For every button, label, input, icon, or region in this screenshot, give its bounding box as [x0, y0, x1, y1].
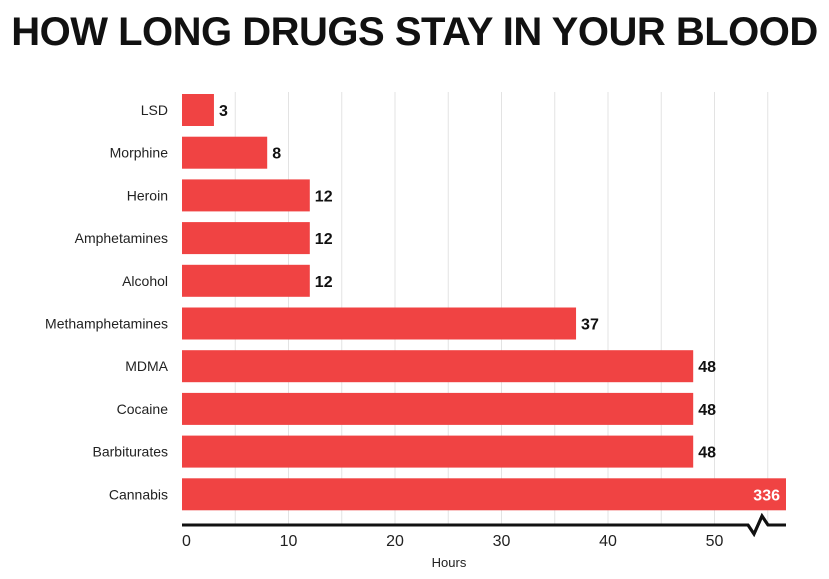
value-label: 12	[315, 274, 333, 291]
x-tick-label: 50	[706, 533, 724, 550]
category-label: Amphetamines	[75, 230, 168, 246]
category-label: Methamphetamines	[45, 316, 168, 332]
bar-cannabis	[182, 478, 786, 511]
value-label: 12	[315, 188, 333, 205]
bars	[182, 94, 786, 511]
bar-heroin	[182, 179, 310, 212]
x-tick-label: 30	[493, 533, 511, 550]
value-label: 8	[272, 146, 281, 163]
category-label: Barbiturates	[93, 444, 168, 460]
category-label: Cocaine	[117, 401, 169, 417]
x-tick-labels: 0 10 20 30 40 50	[182, 533, 724, 550]
x-axis-title: Hours	[432, 555, 467, 570]
bar-lsd	[182, 94, 214, 126]
bar-mdma	[182, 350, 694, 383]
x-tick-label: 0	[182, 533, 191, 550]
bar-amphetamines	[182, 222, 310, 255]
category-label: Morphine	[110, 145, 169, 161]
bar-morphine	[182, 136, 268, 169]
value-label: 12	[315, 231, 333, 248]
x-tick-label: 10	[280, 533, 298, 550]
value-labels: 3 8 12 12 12 37 48 48 48 336	[219, 103, 780, 504]
x-axis	[182, 512, 786, 538]
value-label: 48	[698, 359, 716, 376]
bar-barbiturates	[182, 435, 694, 468]
bar-alcohol	[182, 264, 310, 297]
value-label: 48	[698, 402, 716, 419]
value-label: 3	[219, 103, 228, 120]
category-labels: LSD Morphine Heroin Amphetamines Alcohol Meth…	[45, 102, 169, 502]
x-tick-label: 40	[599, 533, 617, 550]
x-tick-label: 20	[386, 533, 404, 550]
chart-title: HOW LONG DRUGS STAY IN YOUR BLOOD	[11, 10, 818, 54]
bar-cocaine	[182, 392, 694, 425]
category-label: Alcohol	[122, 273, 168, 289]
category-label: LSD	[141, 102, 168, 118]
category-label: Heroin	[127, 187, 168, 203]
category-label: Cannabis	[109, 486, 168, 502]
category-label: MDMA	[125, 358, 168, 374]
value-label: 37	[581, 317, 599, 334]
value-label: 48	[698, 445, 716, 462]
bar-methamphetamines	[182, 307, 577, 340]
value-label: 336	[753, 487, 780, 504]
axis-break-icon	[746, 512, 770, 538]
x-axis-line	[182, 512, 786, 538]
